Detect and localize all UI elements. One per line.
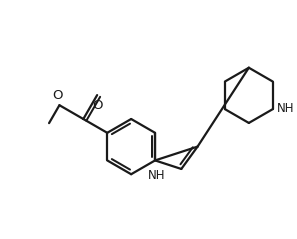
Text: O: O	[52, 89, 63, 102]
Text: NH: NH	[148, 169, 166, 182]
Text: NH: NH	[277, 102, 294, 115]
Text: O: O	[92, 99, 102, 112]
